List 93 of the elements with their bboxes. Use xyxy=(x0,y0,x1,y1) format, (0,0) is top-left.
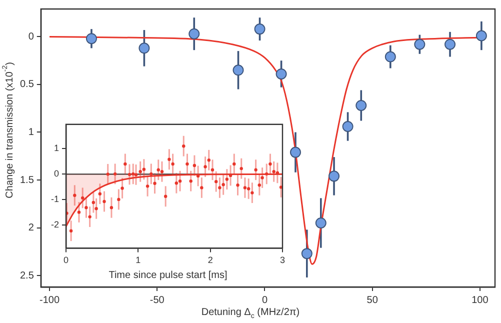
point xyxy=(250,191,254,194)
x-tick-label: 1 xyxy=(136,255,141,266)
point xyxy=(73,194,76,197)
point xyxy=(77,210,81,214)
point xyxy=(476,30,487,42)
point xyxy=(178,179,182,183)
point xyxy=(265,172,268,176)
point xyxy=(156,168,160,172)
point xyxy=(168,158,171,161)
point xyxy=(69,229,73,232)
x-axis-title: Detuning Δ$_{c}$ (MHz/2π) xyxy=(200,307,301,320)
point xyxy=(124,162,127,166)
x-tick-label: 100 xyxy=(472,294,489,306)
point xyxy=(86,33,97,44)
point xyxy=(276,68,287,80)
point xyxy=(110,206,114,210)
point xyxy=(254,168,258,172)
x-axis-title: Time since pulse start [ms] xyxy=(108,270,228,281)
point xyxy=(384,51,396,62)
point xyxy=(84,206,88,210)
point xyxy=(102,200,106,204)
point xyxy=(272,170,276,174)
point xyxy=(174,182,178,185)
y-tick-label: 2 xyxy=(28,222,34,234)
y-tick-label: 0 xyxy=(28,31,34,42)
y-tick-label: -2 xyxy=(50,220,59,230)
point xyxy=(214,180,218,184)
point xyxy=(225,178,229,181)
y-tick-label: 1.5 xyxy=(20,174,34,186)
x-tick-label: 0 xyxy=(262,294,268,306)
point xyxy=(204,165,207,168)
point xyxy=(120,186,124,190)
x-tick-label: 3 xyxy=(280,255,286,266)
point xyxy=(342,121,354,132)
point xyxy=(153,182,156,185)
point xyxy=(106,172,110,176)
x-tick-label: -100 xyxy=(40,294,60,306)
y-tick-label: 0 xyxy=(54,168,59,179)
point xyxy=(243,186,247,190)
point xyxy=(240,166,243,170)
point xyxy=(279,186,282,189)
point xyxy=(268,162,272,166)
point xyxy=(88,215,92,218)
point xyxy=(192,164,196,168)
point xyxy=(260,176,264,180)
point xyxy=(92,200,96,204)
point xyxy=(315,217,326,228)
point xyxy=(188,28,200,40)
point xyxy=(81,196,84,200)
x-tick-label: 0 xyxy=(63,255,69,266)
point xyxy=(132,172,135,176)
point xyxy=(222,183,225,186)
point xyxy=(232,64,244,76)
point xyxy=(113,172,117,176)
point xyxy=(146,184,150,188)
y-tick-label: 0.5 xyxy=(20,79,34,90)
point xyxy=(414,38,426,50)
point xyxy=(444,38,456,50)
point xyxy=(189,179,192,183)
y-tick-label: 1 xyxy=(54,143,59,154)
x-tick-label: -50 xyxy=(150,294,165,306)
point xyxy=(290,146,301,158)
point xyxy=(254,24,266,35)
point xyxy=(138,170,142,174)
point xyxy=(150,172,153,176)
point xyxy=(301,248,312,260)
point xyxy=(171,162,174,166)
point xyxy=(246,187,250,190)
y-tick-label: 2.5 xyxy=(20,270,34,282)
point xyxy=(117,198,120,202)
y-tick-label: -1 xyxy=(50,194,59,204)
point xyxy=(356,100,367,111)
point xyxy=(218,186,222,190)
point xyxy=(210,168,214,172)
point xyxy=(142,168,146,171)
point xyxy=(207,158,210,162)
point xyxy=(258,184,262,187)
x-tick-label: 2 xyxy=(208,255,213,266)
point xyxy=(164,194,168,198)
point xyxy=(98,192,102,196)
point xyxy=(134,173,138,176)
point xyxy=(160,170,164,174)
point xyxy=(94,207,98,210)
point xyxy=(182,144,186,148)
point xyxy=(236,184,240,187)
x-tick-label: 50 xyxy=(366,294,378,306)
point xyxy=(128,172,132,176)
y-tick-label: 1 xyxy=(28,126,34,138)
point xyxy=(138,42,150,54)
point xyxy=(328,170,340,182)
point xyxy=(200,186,204,190)
point xyxy=(232,162,236,166)
point xyxy=(186,162,189,166)
